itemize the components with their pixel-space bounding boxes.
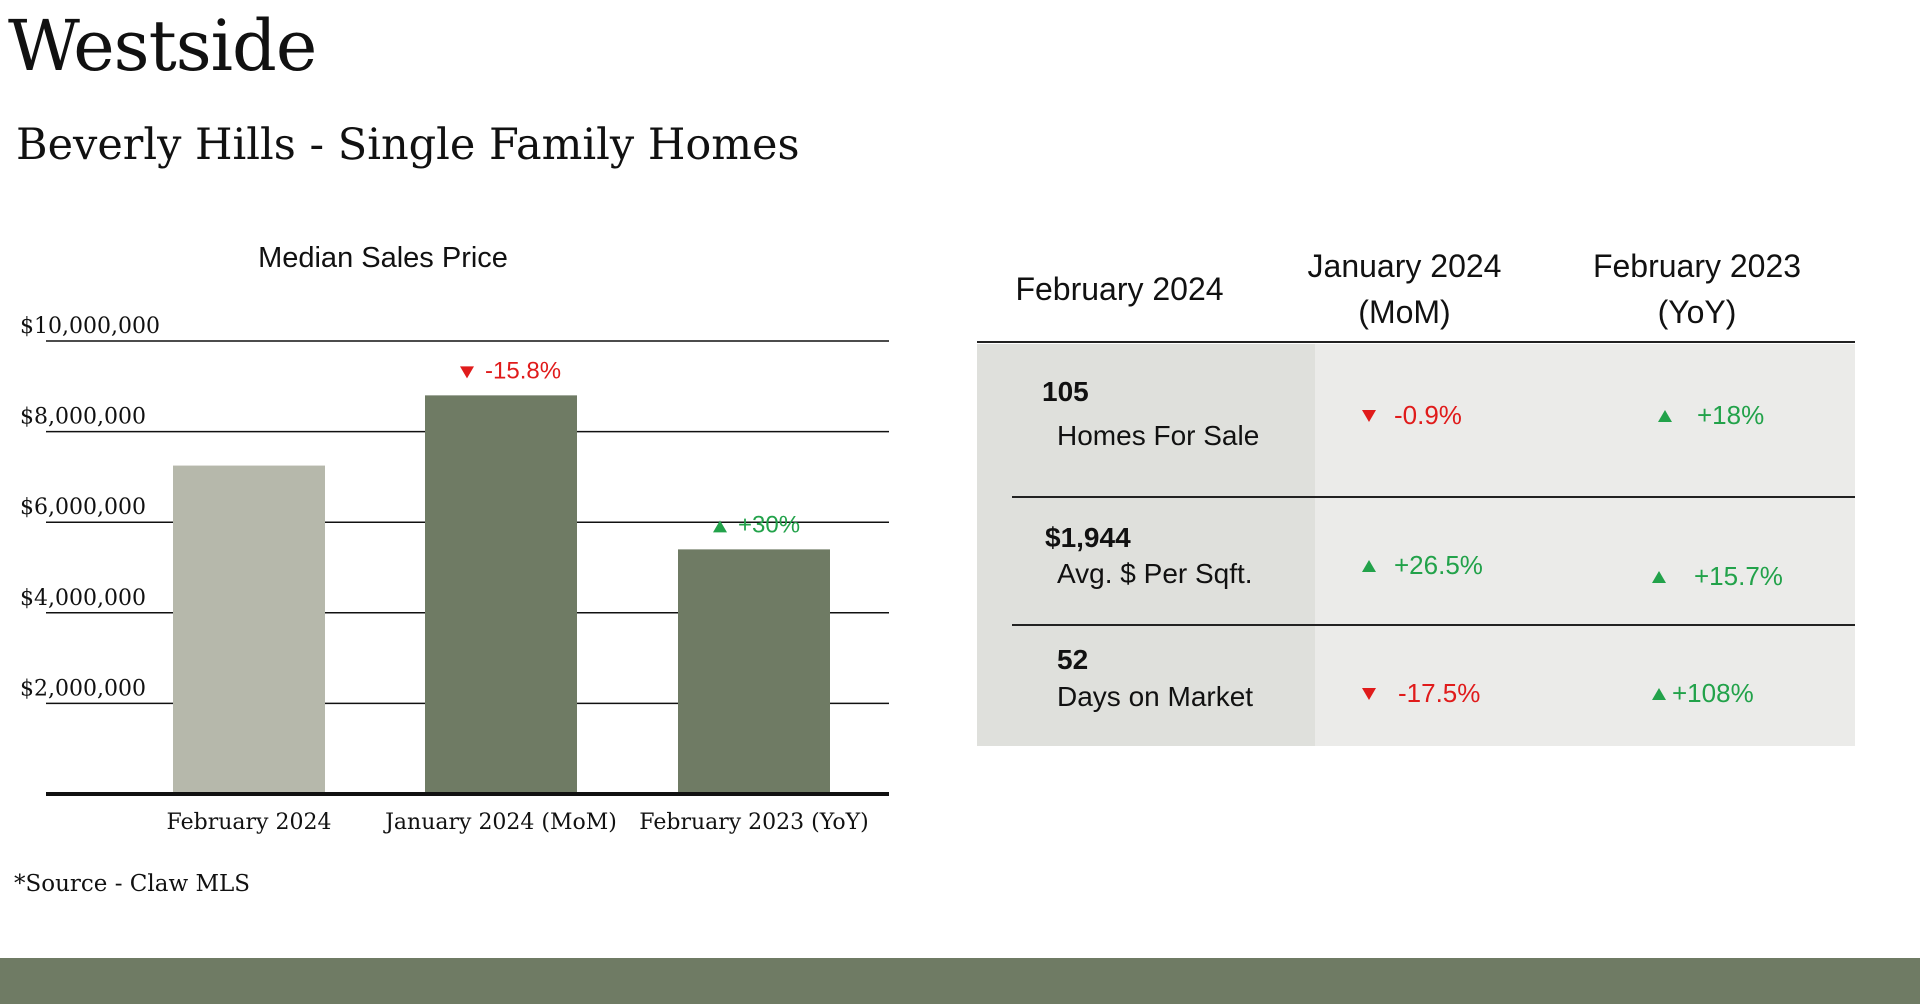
- up-arrow-icon: [1658, 409, 1672, 422]
- stats-col-yoy-bg-2: [1560, 344, 1855, 746]
- header-yoy-line1: February 2023: [1592, 248, 1802, 284]
- chart-x-axis-labels: February 2024 January 2024 (MoM) February …: [167, 810, 869, 835]
- chart-bar: [678, 549, 830, 794]
- chart-title: Median Sales Price: [258, 242, 508, 274]
- homes-for-sale-label: Homes For Sale: [1057, 420, 1260, 451]
- price-per-sqft-yoy: +15.7%: [1652, 561, 1783, 592]
- days-on-market-yoy-value: +108%: [1672, 678, 1754, 708]
- down-arrow-icon: [460, 366, 474, 379]
- chart-y-tick-label: $4,000,000: [20, 586, 146, 611]
- homes-for-sale-value: 105: [1042, 376, 1089, 407]
- price-per-sqft-value: $1,944: [1045, 522, 1131, 553]
- chart-bar: [425, 395, 577, 794]
- chart-y-tick-label: $10,000,000: [20, 314, 160, 339]
- header-mom-line2: (MoM): [1358, 294, 1451, 330]
- price-per-sqft-label: Avg. $ Per Sqft.: [1057, 558, 1253, 589]
- row-divider-2: [1012, 624, 1855, 626]
- chart-x-tick-label: February 2023 (YoY): [639, 810, 868, 835]
- down-arrow-icon: [1362, 687, 1376, 700]
- footer-bar: [0, 958, 1920, 1004]
- up-arrow-icon: [713, 520, 727, 533]
- price-per-sqft-mom-value: +26.5%: [1394, 550, 1483, 580]
- price-per-sqft-yoy-value: +15.7%: [1694, 561, 1783, 591]
- homes-for-sale-mom: -0.9%: [1362, 400, 1462, 431]
- days-on-market-mom-value: -17.5%: [1398, 678, 1481, 708]
- chart-x-tick-label: January 2024 (MoM): [383, 810, 617, 835]
- chart-y-tick-label: $6,000,000: [20, 495, 146, 520]
- price-per-sqft-mom: +26.5%: [1362, 550, 1483, 581]
- homes-for-sale-yoy-value: +18%: [1697, 400, 1765, 430]
- chart-change-annotation: +30%: [738, 511, 800, 538]
- days-on-market-yoy: +108%: [1652, 678, 1754, 709]
- chart-y-axis-labels: $2,000,000 $4,000,000 $6,000,000 $8,000,000…: [20, 314, 160, 701]
- chart-bars: [173, 395, 830, 794]
- homes-for-sale-mom-value: -0.9%: [1394, 400, 1462, 430]
- source-note: *Source - Claw MLS: [14, 871, 251, 897]
- days-on-market-mom: -17.5%: [1362, 678, 1480, 709]
- header-mom-line1: January 2024: [1307, 248, 1502, 284]
- homes-for-sale-yoy: +18%: [1658, 400, 1764, 431]
- days-on-market-value: 52: [1057, 644, 1089, 675]
- chart-y-tick-label: $2,000,000: [20, 676, 146, 701]
- stats-col-mom-bg: [977, 344, 1315, 746]
- up-arrow-icon: [1652, 570, 1666, 583]
- chart-change-annotation: -15.8%: [485, 357, 561, 384]
- stats-table: February 2024 January 2024 (MoM) Februar…: [977, 235, 1855, 746]
- header-current-label: February 2024: [1015, 271, 1224, 307]
- up-arrow-icon: [1362, 559, 1376, 572]
- chart-y-tick-label: $8,000,000: [20, 405, 146, 430]
- header-mom: January 2024 (MoM): [1262, 235, 1547, 343]
- page-subtitle: Beverly Hills - Single Family Homes: [16, 120, 800, 170]
- header-current: February 2024: [977, 235, 1262, 343]
- chart-annotations: -15.8% +30%: [460, 357, 800, 538]
- header-yoy-line2: (YoY): [1657, 294, 1737, 330]
- up-arrow-icon: [1652, 687, 1666, 700]
- page-title: Westside: [8, 5, 317, 87]
- chart-bar: [173, 465, 325, 794]
- header-divider: [977, 341, 1855, 343]
- chart-x-tick-label: February 2024: [167, 810, 332, 835]
- header-yoy: February 2023 (YoY): [1552, 235, 1842, 343]
- row-divider-1: [1012, 496, 1855, 498]
- median-sales-price-chart: Median Sales Price $2,000,000$4,000,000$…: [20, 242, 889, 835]
- days-on-market-label: Days on Market: [1057, 681, 1254, 712]
- down-arrow-icon: [1362, 409, 1376, 422]
